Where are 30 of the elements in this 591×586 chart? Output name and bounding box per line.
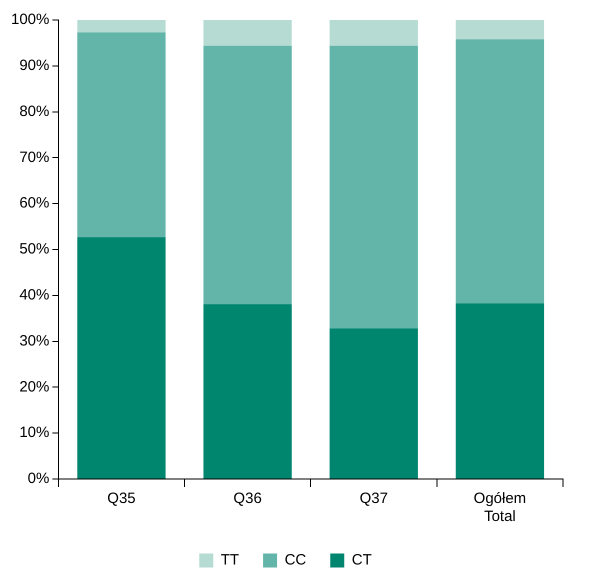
bar — [203, 46, 292, 304]
bar — [456, 303, 544, 478]
y-tick-label: 60% — [19, 194, 50, 212]
bar — [203, 304, 292, 478]
y-tick-label: 0% — [28, 470, 50, 488]
x-tick-label: Q35 — [107, 490, 136, 508]
bar — [77, 20, 166, 32]
bar — [330, 328, 418, 478]
x-tick-label: Ogółem Total — [474, 490, 526, 526]
bar — [330, 20, 418, 46]
bar — [77, 237, 166, 478]
bar — [77, 32, 166, 238]
y-tick-label: 80% — [19, 102, 50, 120]
y-tick-label: 50% — [19, 240, 50, 258]
y-tick-label: 100% — [10, 11, 50, 28]
legend-label: CC — [284, 552, 306, 569]
bar — [456, 39, 544, 304]
x-tick-label: Q37 — [360, 490, 388, 508]
x-tick-label: Q36 — [233, 490, 262, 508]
y-tick-label: 20% — [19, 378, 50, 396]
bar — [456, 20, 544, 40]
y-tick-label: 10% — [19, 424, 50, 442]
y-tick-label: 70% — [19, 148, 50, 166]
y-tick-label: 30% — [19, 332, 50, 350]
y-tick-label: 90% — [19, 57, 50, 74]
y-tick-label: 40% — [19, 286, 50, 304]
legend-label: CT — [352, 552, 372, 569]
bar — [330, 46, 418, 328]
bar — [203, 20, 292, 46]
legend-label: TT — [220, 552, 240, 569]
